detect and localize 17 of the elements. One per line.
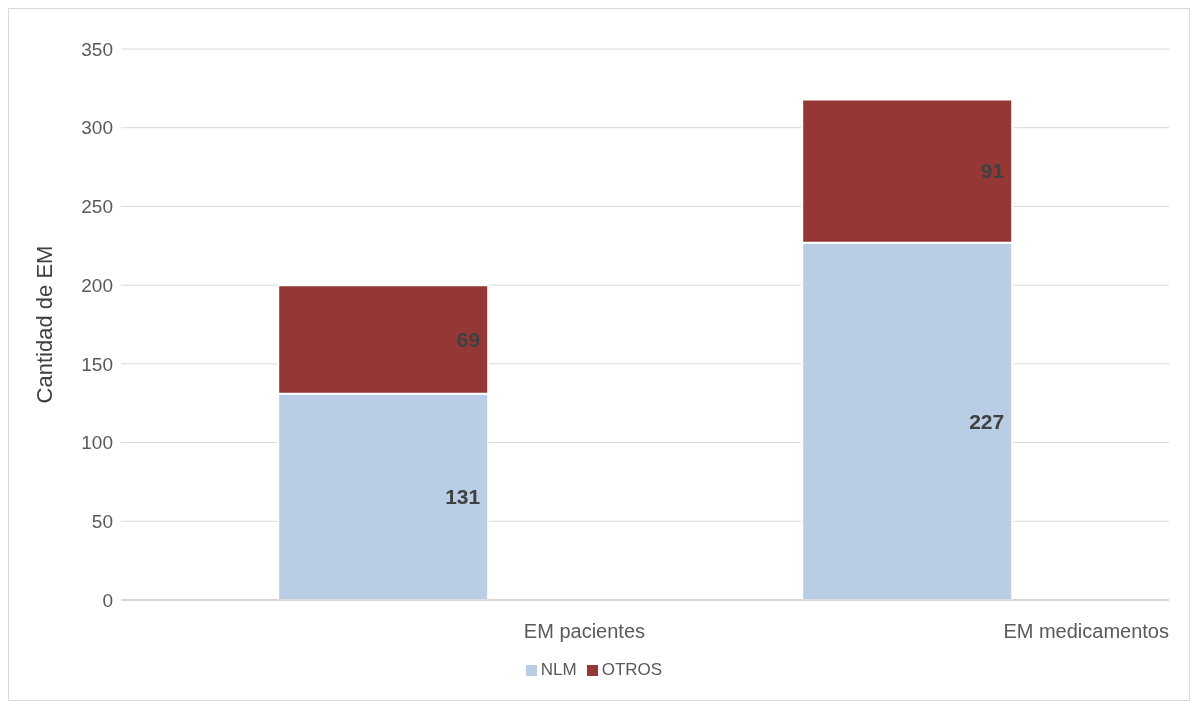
legend-label: OTROS (601, 660, 663, 679)
data-label: 131 (445, 485, 481, 509)
legend-label: NLM (540, 660, 577, 679)
data-label: 91 (980, 159, 1005, 183)
y-tick-label: 300 (81, 117, 113, 139)
y-tick-label: 250 (81, 196, 113, 218)
y-tick-label: 100 (81, 432, 113, 454)
y-axis-title: Cantidad de EM (31, 245, 57, 404)
y-tick-label: 50 (91, 511, 113, 533)
x-tick-label: EM pacientes (523, 620, 645, 642)
y-tick-label: 200 (81, 274, 113, 296)
data-label: 69 (456, 327, 481, 351)
y-tick-label: 150 (81, 353, 113, 375)
data-label: 227 (969, 409, 1005, 433)
y-tick-label: 0 (102, 589, 113, 611)
x-tick-label: EM medicamentos (1003, 620, 1169, 642)
y-tick-label: 350 (81, 38, 113, 60)
